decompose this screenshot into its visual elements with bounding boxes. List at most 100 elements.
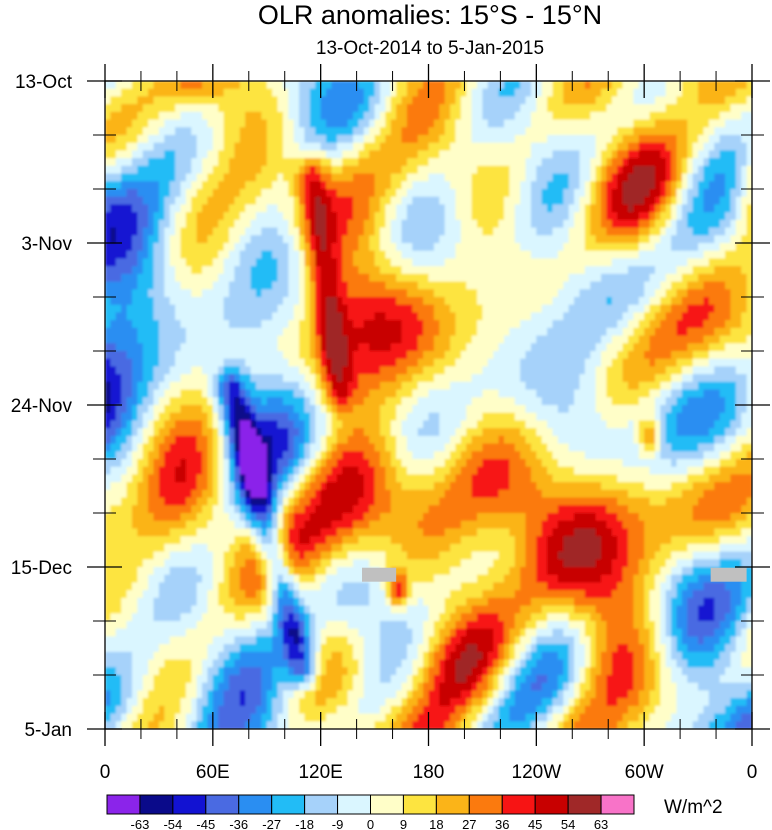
field-cell	[584, 150, 591, 159]
field-cell	[665, 281, 672, 290]
field-cell	[358, 150, 365, 159]
field-cell	[433, 189, 440, 198]
field-cell	[417, 397, 424, 406]
field-cell	[212, 235, 219, 244]
field-cell	[185, 358, 192, 368]
field-cell	[671, 127, 678, 136]
field-cell	[320, 227, 327, 236]
field-cell	[315, 320, 322, 329]
field-cell	[590, 142, 597, 152]
field-cell	[105, 158, 111, 167]
field-cell	[503, 227, 510, 236]
field-cell	[255, 289, 262, 298]
field-cell	[320, 366, 327, 375]
field-cell	[229, 212, 235, 221]
field-cell	[212, 273, 219, 283]
field-cell	[229, 127, 235, 136]
field-cell	[148, 335, 155, 344]
field-cell	[374, 343, 381, 352]
field-cell	[644, 96, 651, 105]
field-cell	[660, 266, 667, 275]
field-cell	[126, 243, 133, 252]
field-cell	[644, 250, 651, 260]
field-cell	[105, 96, 111, 105]
field-cell	[353, 358, 360, 368]
field-cell	[444, 289, 451, 298]
field-cell	[180, 104, 187, 113]
field-cell	[272, 165, 279, 175]
field-cell	[148, 111, 155, 121]
field-cell	[746, 81, 752, 90]
field-cell	[358, 250, 365, 260]
field-cell	[714, 281, 721, 290]
field-cell	[406, 212, 413, 221]
field-cell	[622, 243, 629, 252]
field-cell	[509, 358, 516, 368]
field-cell	[584, 335, 591, 344]
field-cell	[574, 135, 581, 144]
field-cell	[293, 88, 300, 98]
field-cell	[110, 273, 117, 283]
field-cell	[164, 196, 171, 206]
field-cell	[299, 173, 306, 182]
field-cell	[493, 389, 500, 398]
field-cell	[331, 189, 338, 198]
field-cell	[196, 243, 203, 252]
field-cell	[606, 96, 613, 105]
field-cell	[563, 351, 570, 360]
field-cell	[617, 289, 624, 298]
field-cell	[638, 135, 645, 144]
field-cell	[498, 127, 505, 136]
field-cell	[158, 266, 165, 275]
field-cell	[148, 227, 155, 236]
field-cell	[541, 173, 548, 182]
field-cell	[369, 158, 376, 167]
field-cell	[692, 173, 699, 182]
field-cell	[304, 204, 311, 213]
field-cell	[315, 273, 322, 283]
field-cell	[234, 96, 241, 105]
field-cell	[714, 204, 721, 213]
field-cell	[223, 374, 230, 383]
field-cell	[557, 165, 564, 175]
field-cell	[175, 81, 182, 90]
field-cell	[412, 119, 419, 128]
field-cell	[401, 127, 408, 136]
field-cell	[412, 250, 419, 260]
field-cell	[579, 181, 586, 190]
field-cell	[708, 235, 715, 244]
field-cell	[169, 173, 176, 182]
field-cell	[175, 273, 182, 283]
field-cell	[482, 351, 489, 360]
field-cell	[714, 96, 721, 105]
field-cell	[719, 258, 726, 267]
field-cell	[207, 258, 214, 267]
field-cell	[444, 219, 451, 229]
field-cell	[714, 312, 721, 321]
field-cell	[520, 351, 527, 360]
field-cell	[131, 304, 138, 314]
field-cell	[520, 135, 527, 144]
field-cell	[148, 189, 155, 198]
field-cell	[644, 366, 651, 375]
field-cell	[374, 273, 381, 283]
field-cell	[681, 88, 688, 98]
field-cell	[406, 119, 413, 128]
field-cell	[584, 189, 591, 198]
field-cell	[105, 165, 111, 175]
field-cell	[611, 243, 618, 252]
field-cell	[379, 127, 386, 136]
field-cell	[676, 366, 683, 375]
field-cell	[342, 219, 349, 229]
field-cell	[611, 219, 618, 229]
field-cell	[272, 189, 279, 198]
field-cell	[282, 189, 289, 198]
field-cell	[595, 243, 602, 252]
field-cell	[671, 111, 678, 121]
field-cell	[617, 343, 624, 352]
field-cell	[191, 165, 198, 175]
field-cell	[525, 150, 532, 159]
field-cell	[654, 358, 661, 368]
field-cell	[687, 212, 694, 221]
field-cell	[115, 181, 122, 190]
